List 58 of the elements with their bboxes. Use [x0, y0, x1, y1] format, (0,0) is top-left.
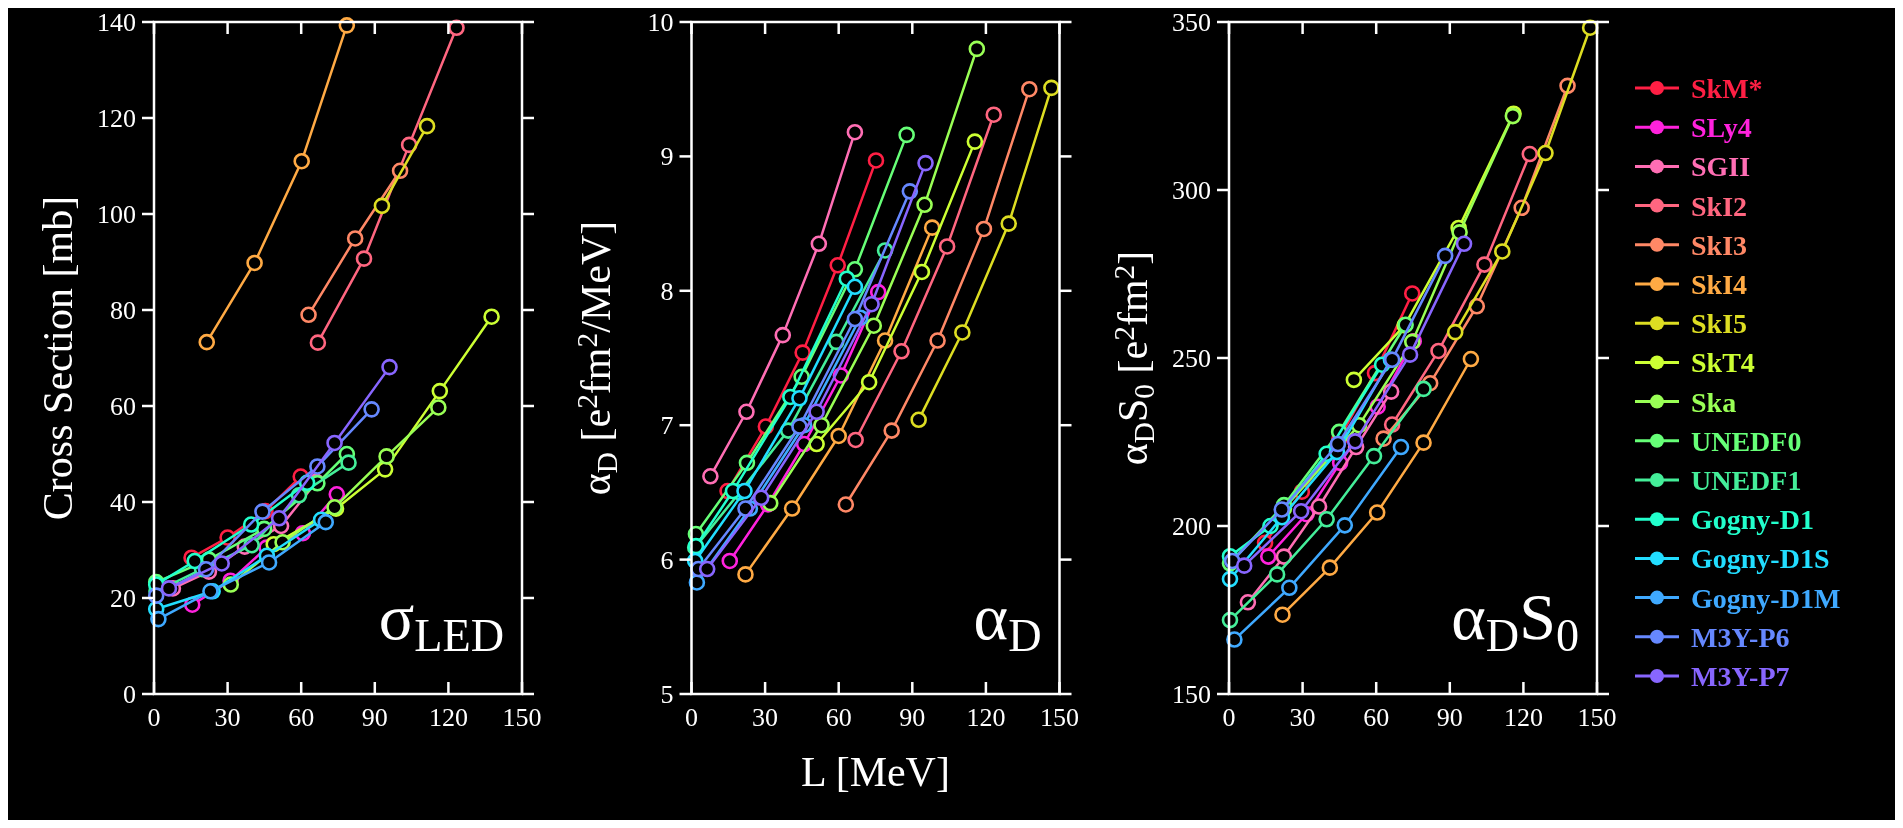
- legend-label: SGII: [1691, 151, 1751, 183]
- annotation: α$_{D}$: [973, 580, 1042, 661]
- legend-label: Gogny-D1S: [1691, 543, 1830, 575]
- annotation: σ$_{LED}$: [378, 580, 504, 661]
- legend-label: M3Y-P7: [1691, 661, 1790, 692]
- y-tick-label: 60: [110, 392, 136, 421]
- x-tick-label: 30: [1289, 703, 1316, 732]
- y-tick-label: 40: [110, 488, 136, 517]
- y-tick-label: 7: [660, 411, 674, 441]
- legend-label: SkI5: [1691, 308, 1748, 340]
- x-tick-label: 150: [502, 703, 542, 732]
- y-tick-label: 350: [1172, 8, 1211, 37]
- y-tick-label: 250: [1172, 344, 1211, 373]
- x-tick-label: 60: [288, 703, 315, 732]
- x-tick-label: 60: [1363, 703, 1390, 732]
- y-axis-title: Cross Section [mb]: [35, 195, 81, 521]
- y-tick-label: 120: [97, 104, 136, 133]
- y-tick-label: 5: [660, 680, 674, 709]
- x-tick-label: 0: [685, 703, 698, 732]
- y-tick-label: 150: [1172, 680, 1211, 709]
- y-tick-label: 100: [97, 200, 136, 229]
- legend-label: UNEDF1: [1691, 465, 1802, 496]
- legend-label: Gogny-D1M: [1691, 582, 1841, 614]
- y-tick-label: 20: [110, 584, 136, 613]
- legend-label: M3Y-P6: [1691, 621, 1790, 653]
- legend-label: SkM*: [1691, 73, 1763, 104]
- x-tick-label: 60: [825, 703, 852, 732]
- x-tick-label: 90: [361, 703, 388, 732]
- annotation: α$_{D}$S$_{0}$: [1451, 580, 1579, 661]
- x-tick-label: 120: [428, 703, 468, 732]
- y-tick-label: 80: [110, 296, 136, 325]
- y-tick-label: 0: [123, 680, 136, 709]
- legend-label: Gogny-D1: [1691, 504, 1814, 536]
- x-tick-label: 30: [752, 703, 779, 732]
- x-tick-label: 150: [1577, 703, 1617, 732]
- y-tick-label: 10: [647, 8, 674, 37]
- y-tick-label: 9: [660, 142, 674, 172]
- x-tick-label: 120: [1503, 703, 1543, 732]
- y-tick-label: 8: [660, 276, 674, 306]
- x-tick-label: 90: [1436, 703, 1463, 732]
- x-tick-label: 0: [147, 703, 161, 732]
- legend-label: SkT4: [1691, 347, 1755, 379]
- y-tick-label: 140: [97, 8, 136, 37]
- x-tick-label: 0: [1222, 703, 1236, 732]
- x-tick-label: 30: [214, 703, 241, 732]
- legend-label: SLy4: [1691, 112, 1752, 144]
- x-axis-title: L [MeV]: [801, 749, 950, 795]
- legend-label: SkI2: [1691, 190, 1748, 222]
- legend-label: Ska: [1691, 386, 1737, 418]
- legend-label: SkI4: [1691, 269, 1748, 300]
- y-tick-label: 200: [1172, 512, 1211, 541]
- y-tick-label: 6: [660, 545, 674, 575]
- x-tick-label: 150: [1040, 703, 1079, 732]
- x-tick-label: 120: [966, 703, 1006, 732]
- y-tick-label: 300: [1172, 176, 1211, 205]
- x-tick-label: 90: [899, 703, 926, 732]
- legend-label: UNEDF0: [1691, 425, 1802, 457]
- legend-label: SkI3: [1691, 229, 1748, 261]
